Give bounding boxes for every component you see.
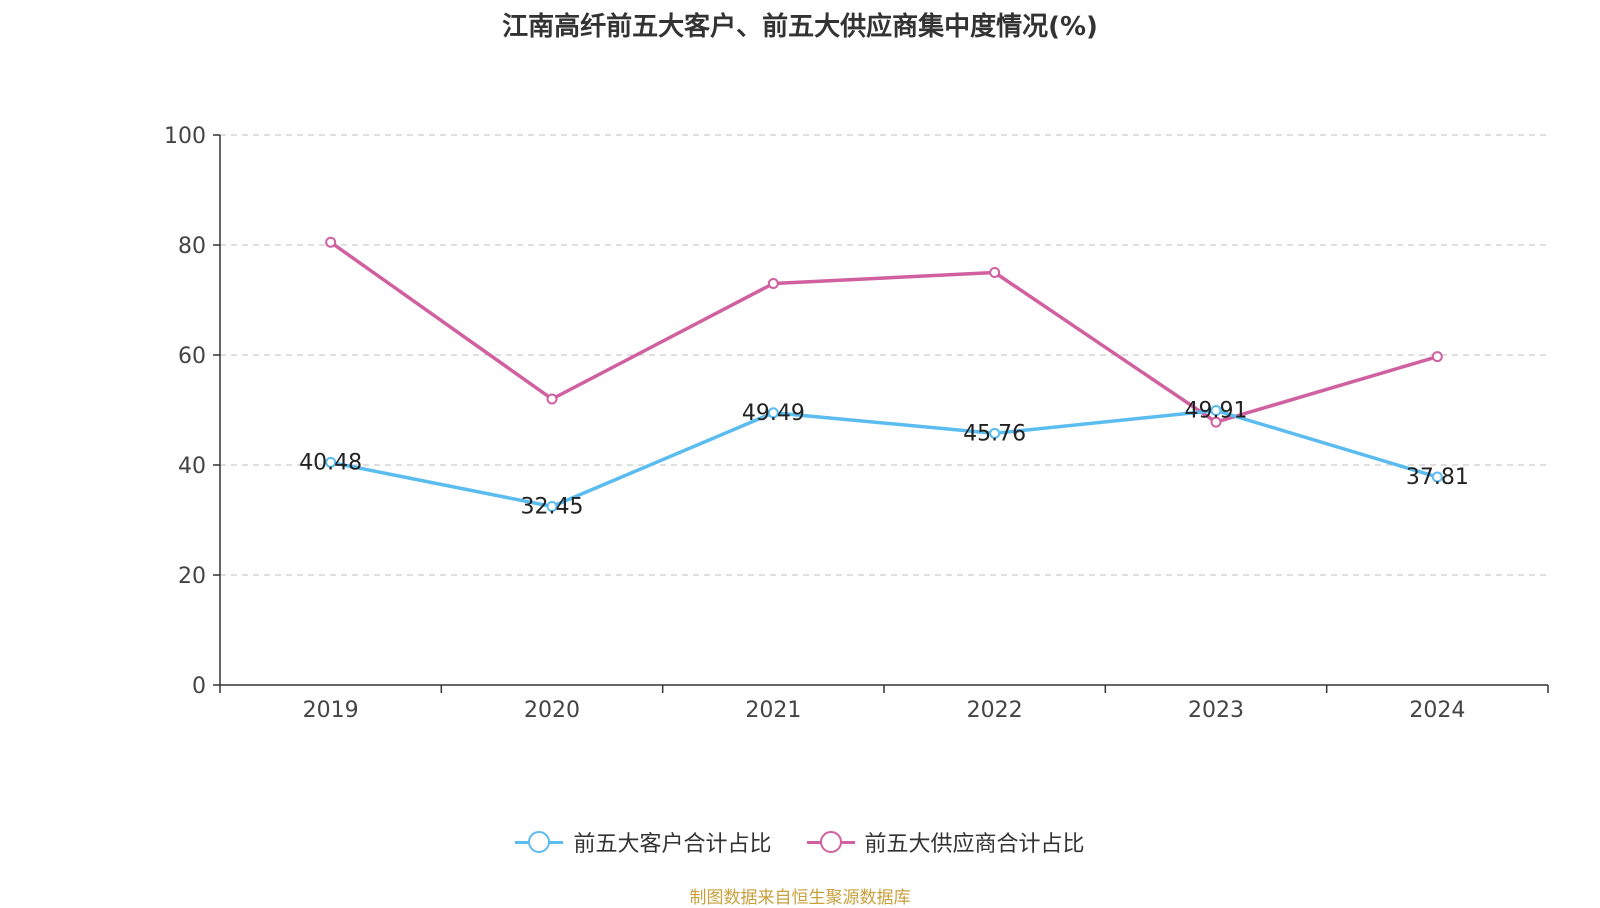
y-tick-label: 100 <box>164 124 206 149</box>
data-labels: 40.48 32.45 49.49 45.76 49.91 37.81 <box>299 398 1469 519</box>
legend-circle-suppliers <box>819 831 842 853</box>
data-label: 37.81 <box>1406 465 1469 490</box>
data-point-1 <box>546 393 558 405</box>
x-tick-label: 2020 <box>524 698 580 723</box>
data-point-0 <box>1210 404 1222 416</box>
legend-item-suppliers[interactable]: 前五大供应商合计占比 <box>806 826 1085 858</box>
data-point-1 <box>767 278 779 289</box>
data-label: 45.76 <box>963 421 1026 446</box>
x-tick-label: 2023 <box>1188 698 1244 723</box>
y-tick-label: 60 <box>178 344 206 369</box>
legend-item-customers[interactable]: 前五大客户合计占比 <box>515 826 772 858</box>
x-tick-label: 2019 <box>303 698 359 723</box>
data-label: 49.91 <box>1185 398 1248 423</box>
legend-line-circle-icon <box>806 830 855 854</box>
data-label: 32.45 <box>521 495 584 520</box>
y-tick-label: 20 <box>178 564 206 589</box>
data-point-1 <box>989 267 1001 278</box>
data-point-0 <box>767 407 779 419</box>
chart-title: 江南高纤前五大客户、前五大供应商集中度情况(%) <box>502 12 1098 42</box>
data-point-0 <box>1431 471 1443 483</box>
data-point-0 <box>325 456 337 468</box>
axes: 0 20 40 60 80 100 2019 2020 2021 2022 2023 2024 <box>164 124 1549 723</box>
data-label: 49.49 <box>742 401 805 426</box>
series-line-1 <box>329 240 1438 424</box>
data-point-1 <box>325 236 337 248</box>
legend: 前五大客户合计占比 前五大供应商合计占比 <box>0 826 1600 860</box>
legend-label-customers: 前五大客户合计占比 <box>573 832 772 857</box>
legend-circle-customers <box>528 831 551 853</box>
series-layer <box>325 236 1443 513</box>
source-note: 制图数据来自恒生聚源数据库 <box>689 888 911 908</box>
x-tick-label: 2022 <box>967 698 1023 723</box>
legend-line-circle-icon <box>515 830 564 854</box>
legend-label-suppliers: 前五大供应商合计占比 <box>864 832 1085 857</box>
x-tick-label: 2024 <box>1409 698 1465 723</box>
x-tick-label: 2021 <box>745 698 801 723</box>
data-point-0 <box>989 427 1001 439</box>
grid-lines <box>220 134 1548 576</box>
series-line-0 <box>330 408 1438 509</box>
y-tick-label: 40 <box>178 454 206 479</box>
data-point-1 <box>1210 416 1222 428</box>
data-label: 40.48 <box>299 450 362 475</box>
y-tick-label: 80 <box>178 234 206 259</box>
data-point-1 <box>1431 351 1443 363</box>
y-tick-label: 0 <box>192 674 206 699</box>
data-point-0 <box>546 501 558 513</box>
